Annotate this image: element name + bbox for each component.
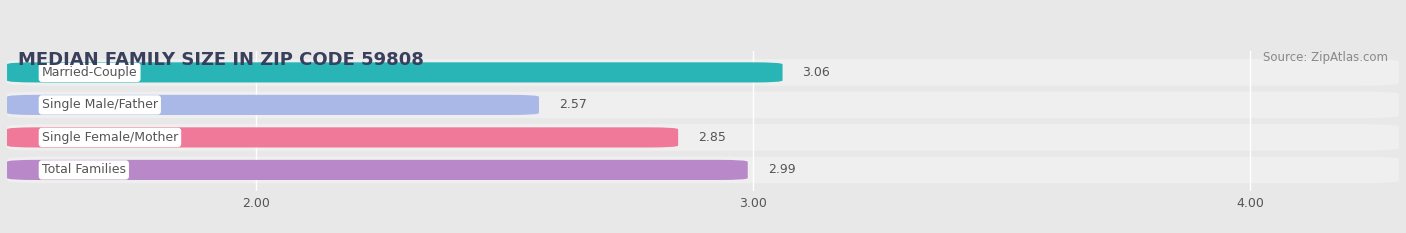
Text: Total Families: Total Families bbox=[42, 163, 125, 176]
Text: Single Female/Mother: Single Female/Mother bbox=[42, 131, 179, 144]
Text: 2.57: 2.57 bbox=[558, 98, 586, 111]
Text: 3.06: 3.06 bbox=[803, 66, 830, 79]
FancyBboxPatch shape bbox=[7, 157, 1399, 183]
FancyBboxPatch shape bbox=[7, 127, 678, 147]
FancyBboxPatch shape bbox=[7, 59, 1399, 86]
FancyBboxPatch shape bbox=[7, 124, 1399, 151]
Text: Married-Couple: Married-Couple bbox=[42, 66, 138, 79]
Text: MEDIAN FAMILY SIZE IN ZIP CODE 59808: MEDIAN FAMILY SIZE IN ZIP CODE 59808 bbox=[18, 51, 425, 69]
FancyBboxPatch shape bbox=[7, 95, 538, 115]
Text: 2.85: 2.85 bbox=[697, 131, 725, 144]
Text: Source: ZipAtlas.com: Source: ZipAtlas.com bbox=[1263, 51, 1388, 64]
Text: 2.99: 2.99 bbox=[768, 163, 796, 176]
Text: Single Male/Father: Single Male/Father bbox=[42, 98, 157, 111]
FancyBboxPatch shape bbox=[7, 62, 783, 82]
FancyBboxPatch shape bbox=[7, 160, 748, 180]
FancyBboxPatch shape bbox=[7, 92, 1399, 118]
